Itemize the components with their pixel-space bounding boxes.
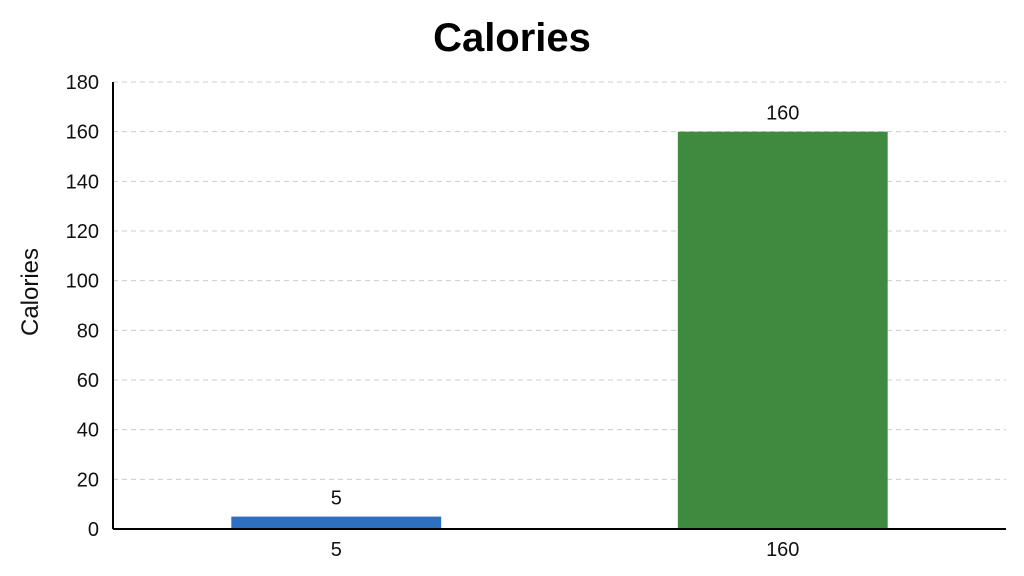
y-tick-label: 180	[66, 72, 99, 94]
axes	[112, 82, 1006, 530]
y-tick-label: 0	[88, 519, 99, 541]
y-tick-label: 100	[66, 271, 99, 293]
gridlines	[113, 81, 1006, 480]
y-tick-label: 40	[77, 420, 99, 442]
x-tick-label: 160	[766, 539, 799, 561]
chart-title: Calories	[433, 16, 591, 60]
y-tick-label: 120	[66, 221, 99, 243]
bar-5	[231, 516, 442, 529]
data-labels: 5 160	[331, 103, 800, 510]
bars	[231, 131, 888, 529]
y-tick-label: 20	[77, 469, 99, 491]
y-tick-label: 160	[66, 122, 99, 144]
bar-value-label: 160	[766, 103, 799, 125]
y-tick-label: 140	[66, 171, 99, 193]
y-tick-label: 80	[77, 320, 99, 342]
x-tick-label: 5	[331, 539, 342, 561]
y-tick-labels: 0 20 40 60 80 100 120 140 160 180	[66, 72, 99, 541]
x-tick-labels: 5 160	[331, 539, 800, 561]
y-axis-label: Calories	[17, 248, 44, 336]
y-tick-label: 60	[77, 370, 99, 392]
bar-160	[677, 131, 888, 529]
bar-value-label: 5	[331, 488, 342, 510]
